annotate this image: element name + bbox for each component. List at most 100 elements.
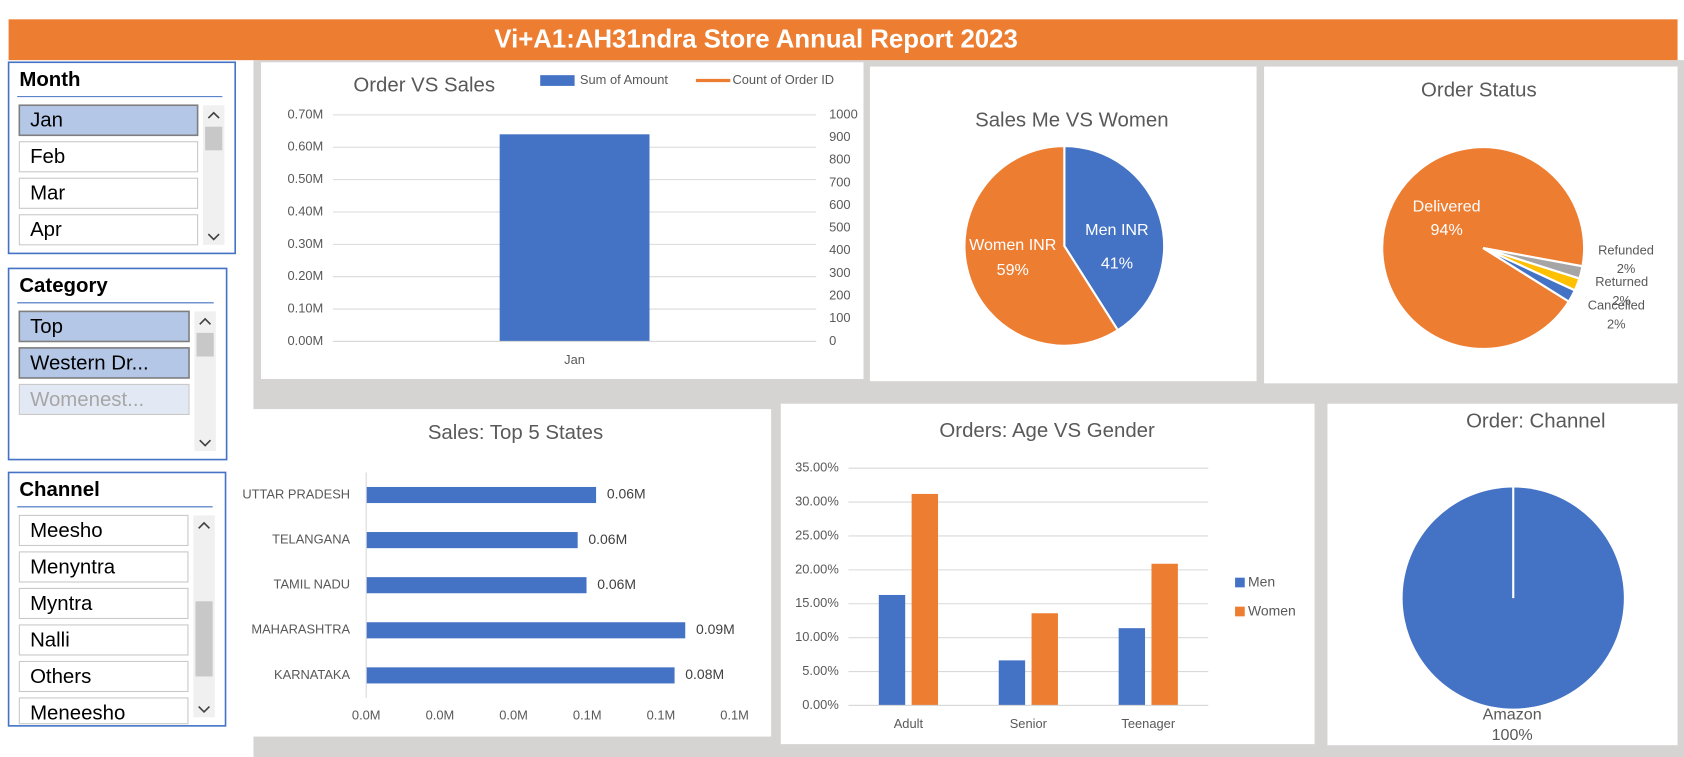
data-label: 41%: [1101, 254, 1133, 272]
y-tick-label: TELANGANA: [272, 532, 350, 547]
y2-tick-label: 400: [829, 242, 850, 257]
slicer-item-label[interactable]: Mar: [30, 183, 65, 205]
data-label: Cancelled: [1588, 297, 1645, 312]
slicer-item[interactable]: [18, 214, 199, 246]
bar: [1031, 613, 1058, 706]
scrollbar: [194, 311, 216, 451]
legend-label: Sum of Amount: [580, 72, 668, 87]
y-tick-label: MAHARASHTRA: [251, 622, 350, 637]
y-tick-label: 0.10M: [287, 300, 323, 315]
x-tick-label: 0.0M: [352, 708, 381, 723]
pie-slice: [963, 144, 1120, 347]
scroll-down[interactable]: [207, 233, 220, 241]
slicer-item[interactable]: [18, 141, 199, 173]
slicer-item[interactable]: [18, 551, 189, 583]
x-tick-label: 0.0M: [426, 708, 455, 723]
x-tick-label: Senior: [1010, 716, 1048, 731]
bar: [878, 594, 906, 706]
slicer-item-label[interactable]: Jan: [30, 110, 63, 132]
chart-title: Sales: Top 5 States: [428, 422, 603, 444]
data-label: 94%: [1431, 221, 1463, 239]
slicer-item-label[interactable]: Menyntra: [30, 556, 116, 578]
bar: [499, 134, 650, 342]
scroll-down[interactable]: [198, 705, 210, 714]
legend-label: Count of Order ID: [732, 72, 834, 87]
y-tick-label: 0.70M: [287, 106, 323, 121]
scroll-up[interactable]: [199, 317, 212, 325]
scroll-up[interactable]: [198, 521, 210, 529]
y-tick-label: 0.30M: [287, 236, 323, 251]
y-tick-label: 10.00%: [795, 629, 839, 644]
y2-tick-label: 0: [829, 333, 836, 348]
y2-tick-label: 100: [829, 310, 850, 325]
slicer-title: Channel: [19, 479, 99, 501]
slicer-item-label[interactable]: Top: [30, 316, 63, 338]
y2-tick-label: 700: [829, 174, 850, 189]
slicer-item-label[interactable]: Apr: [30, 219, 62, 241]
slicer-item[interactable]: [18, 347, 190, 379]
report-title: Vi+A1:AH31ndra Store Annual Report 2023: [494, 26, 1017, 54]
scroll-thumb[interactable]: [195, 601, 213, 677]
slicer-item-label[interactable]: Meesho: [30, 520, 103, 542]
bar: [1118, 628, 1146, 706]
slicer-item[interactable]: [18, 104, 199, 137]
pie-slice: [1482, 247, 1577, 304]
slicer-item-label[interactable]: Feb: [30, 146, 65, 168]
legend-label: Women: [1248, 603, 1296, 619]
y-tick-label: 0.40M: [287, 203, 323, 218]
data-label: 0.09M: [696, 621, 735, 637]
slicer-item[interactable]: [18, 177, 199, 209]
slicer-item[interactable]: [18, 624, 189, 656]
slicer-item-label[interactable]: Nalli: [30, 629, 70, 651]
bar: [1151, 563, 1178, 706]
y-tick-label: 15.00%: [795, 595, 839, 610]
x-tick-label: Jan: [564, 352, 585, 367]
slicer-item[interactable]: [18, 383, 190, 416]
data-label: Delivered: [1413, 197, 1481, 215]
chart-panel: [233, 409, 772, 737]
legend-swatch: [540, 75, 575, 86]
chart-title: Orders: Age VS Gender: [939, 420, 1155, 442]
slicer-item-label[interactable]: Myntra: [30, 593, 93, 615]
scroll-thumb[interactable]: [196, 332, 214, 357]
data-label: 0.06M: [597, 576, 636, 592]
bar: [911, 493, 939, 706]
slicer-item[interactable]: [18, 587, 189, 620]
data-label: 59%: [997, 261, 1029, 279]
slicer-item[interactable]: [18, 697, 189, 725]
legend-swatch: [1235, 606, 1245, 617]
y-tick-label: 0.00%: [802, 697, 839, 712]
scroll-thumb[interactable]: [205, 126, 223, 151]
y-tick-label: 0.50M: [287, 171, 323, 186]
slicer-item-label[interactable]: Others: [30, 666, 91, 688]
y2-tick-label: 800: [829, 152, 850, 167]
scroll-down[interactable]: [199, 439, 212, 447]
slicer-item[interactable]: [18, 310, 190, 343]
slicer-item[interactable]: [18, 514, 189, 547]
y-tick-label: 0.60M: [287, 139, 323, 154]
y2-tick-label: 500: [829, 220, 850, 235]
slicer-item-label[interactable]: Meneesho: [30, 702, 125, 724]
y-tick-label: 20.00%: [795, 561, 839, 576]
slicer-item[interactable]: [18, 660, 189, 693]
y2-tick-label: 900: [829, 129, 850, 144]
x-tick-label: 0.1M: [573, 708, 602, 723]
bar: [366, 577, 587, 594]
legend-swatch: [1235, 577, 1245, 588]
scroll-up[interactable]: [207, 111, 220, 119]
y-tick-label: 35.00%: [795, 460, 839, 475]
bar: [366, 486, 597, 504]
data-label: 0.06M: [607, 486, 646, 502]
slicer-item-label[interactable]: Western Dr...: [30, 352, 149, 374]
data-label: Refunded: [1598, 243, 1654, 258]
y-tick-label: 0.00M: [287, 333, 323, 348]
data-label: 2%: [1612, 293, 1631, 308]
x-tick-label: 0.1M: [720, 708, 749, 723]
slicer-title: Category: [19, 275, 108, 297]
title-band: [8, 19, 1678, 61]
slicer-item-label[interactable]: Womenest...: [30, 389, 144, 411]
data-label: Returned: [1595, 274, 1648, 289]
y2-tick-label: 300: [829, 265, 850, 280]
